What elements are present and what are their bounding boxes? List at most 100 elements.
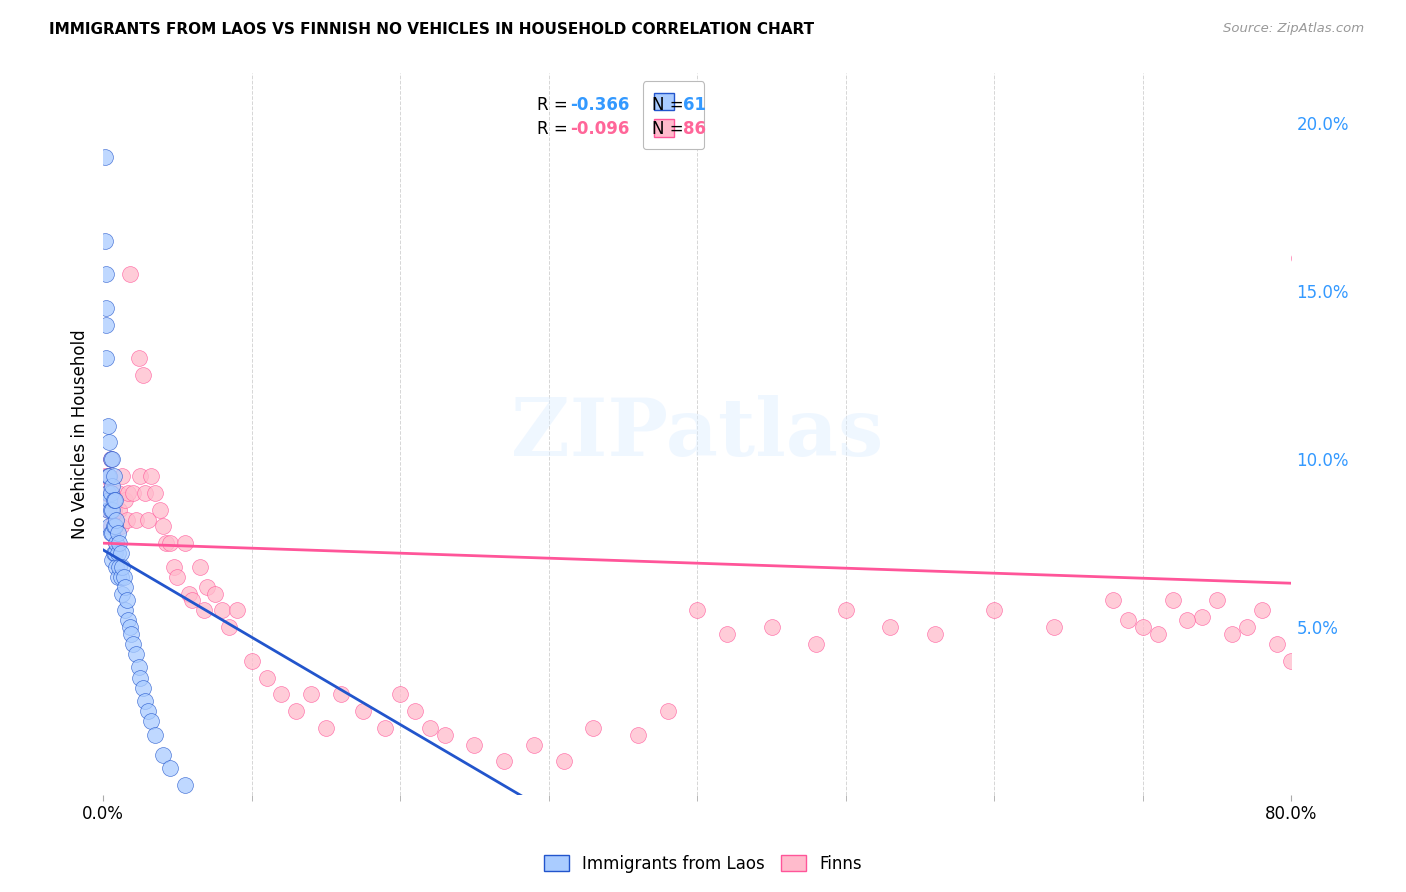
- Point: [173, 536, 195, 550]
- Point: [129, 469, 152, 483]
- Point: [143, 485, 166, 500]
- Point: [108, 502, 131, 516]
- Point: [1250, 603, 1272, 617]
- Point: [118, 620, 141, 634]
- Point: [134, 485, 156, 500]
- Point: [107, 485, 129, 500]
- Point: [93, 150, 115, 164]
- Point: [132, 681, 155, 695]
- Point: [105, 513, 128, 527]
- Point: [94, 485, 117, 500]
- Point: [195, 580, 218, 594]
- Point: [110, 570, 132, 584]
- Point: [93, 234, 115, 248]
- Point: [103, 502, 125, 516]
- Point: [98, 492, 121, 507]
- Point: [121, 485, 143, 500]
- Point: [657, 704, 679, 718]
- Point: [166, 570, 188, 584]
- Point: [101, 502, 124, 516]
- Point: [404, 704, 426, 718]
- Point: [104, 492, 127, 507]
- Point: [117, 485, 139, 500]
- Text: IMMIGRANTS FROM LAOS VS FINNISH NO VEHICLES IN HOUSEHOLD CORRELATION CHART: IMMIGRANTS FROM LAOS VS FINNISH NO VEHIC…: [49, 22, 814, 37]
- Point: [1177, 614, 1199, 628]
- Point: [433, 728, 456, 742]
- Point: [105, 559, 128, 574]
- Point: [94, 268, 117, 282]
- Text: R =: R =: [537, 96, 572, 114]
- Point: [118, 268, 141, 282]
- Point: [716, 627, 738, 641]
- Point: [553, 755, 575, 769]
- Point: [148, 502, 170, 516]
- Point: [101, 485, 124, 500]
- Point: [329, 687, 352, 701]
- Point: [100, 485, 122, 500]
- Point: [1281, 654, 1303, 668]
- Point: [139, 714, 162, 728]
- Point: [804, 637, 827, 651]
- Point: [115, 593, 138, 607]
- Point: [128, 660, 150, 674]
- Point: [117, 614, 139, 628]
- Point: [1132, 620, 1154, 634]
- Point: [152, 519, 174, 533]
- Point: [163, 559, 186, 574]
- Point: [114, 580, 136, 594]
- Point: [204, 586, 226, 600]
- Point: [299, 687, 322, 701]
- Point: [101, 553, 124, 567]
- Text: -0.096: -0.096: [571, 120, 630, 137]
- Point: [1288, 251, 1310, 265]
- Point: [173, 778, 195, 792]
- Point: [523, 738, 546, 752]
- Point: [100, 452, 122, 467]
- Point: [1206, 593, 1229, 607]
- Point: [389, 687, 412, 701]
- Point: [111, 469, 134, 483]
- Point: [1102, 593, 1125, 607]
- Point: [225, 603, 247, 617]
- Point: [97, 418, 120, 433]
- Point: [218, 620, 240, 634]
- Point: [98, 519, 121, 533]
- Text: R =: R =: [537, 120, 572, 137]
- Text: 61: 61: [683, 96, 706, 114]
- Y-axis label: No Vehicles in Household: No Vehicles in Household: [72, 329, 89, 539]
- Point: [97, 469, 120, 483]
- Point: [101, 526, 124, 541]
- Point: [105, 536, 128, 550]
- Point: [104, 519, 127, 533]
- Point: [103, 492, 125, 507]
- Point: [136, 704, 159, 718]
- Point: [110, 519, 132, 533]
- Point: [627, 728, 650, 742]
- Point: [285, 704, 308, 718]
- Point: [159, 761, 181, 775]
- Point: [494, 755, 516, 769]
- Text: -0.366: -0.366: [571, 96, 630, 114]
- Point: [94, 318, 117, 332]
- Point: [111, 559, 134, 574]
- Text: Source: ZipAtlas.com: Source: ZipAtlas.com: [1223, 22, 1364, 36]
- Point: [98, 469, 121, 483]
- Point: [104, 546, 127, 560]
- Point: [100, 526, 122, 541]
- Point: [100, 519, 122, 533]
- Point: [98, 502, 121, 516]
- Point: [352, 704, 374, 718]
- Point: [98, 435, 121, 450]
- Point: [125, 513, 148, 527]
- Text: ZIPatlas: ZIPatlas: [512, 395, 883, 473]
- Point: [97, 502, 120, 516]
- Point: [132, 368, 155, 383]
- Point: [983, 603, 1005, 617]
- Point: [181, 593, 204, 607]
- Point: [879, 620, 901, 634]
- Point: [211, 603, 233, 617]
- Point: [139, 469, 162, 483]
- Point: [100, 452, 122, 467]
- Point: [103, 519, 125, 533]
- Point: [1116, 614, 1139, 628]
